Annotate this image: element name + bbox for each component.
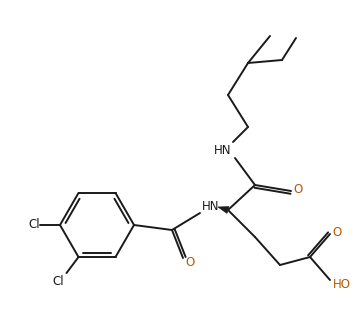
Polygon shape: [218, 207, 229, 213]
Text: HN: HN: [214, 144, 232, 156]
Text: Cl: Cl: [28, 219, 40, 232]
Text: HO: HO: [333, 279, 351, 291]
Text: Cl: Cl: [53, 275, 64, 288]
Text: HN: HN: [202, 200, 220, 213]
Text: O: O: [293, 183, 303, 195]
Text: O: O: [332, 225, 342, 239]
Text: O: O: [185, 255, 195, 269]
